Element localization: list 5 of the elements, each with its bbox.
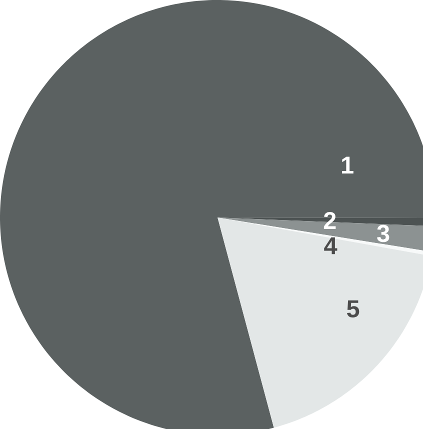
slice-label: 2 <box>324 212 336 230</box>
slice-label: 1 <box>342 156 354 174</box>
slice-label: 4 <box>324 237 338 254</box>
slice-label: 5 <box>347 300 360 318</box>
slice-label: 3 <box>377 224 390 242</box>
